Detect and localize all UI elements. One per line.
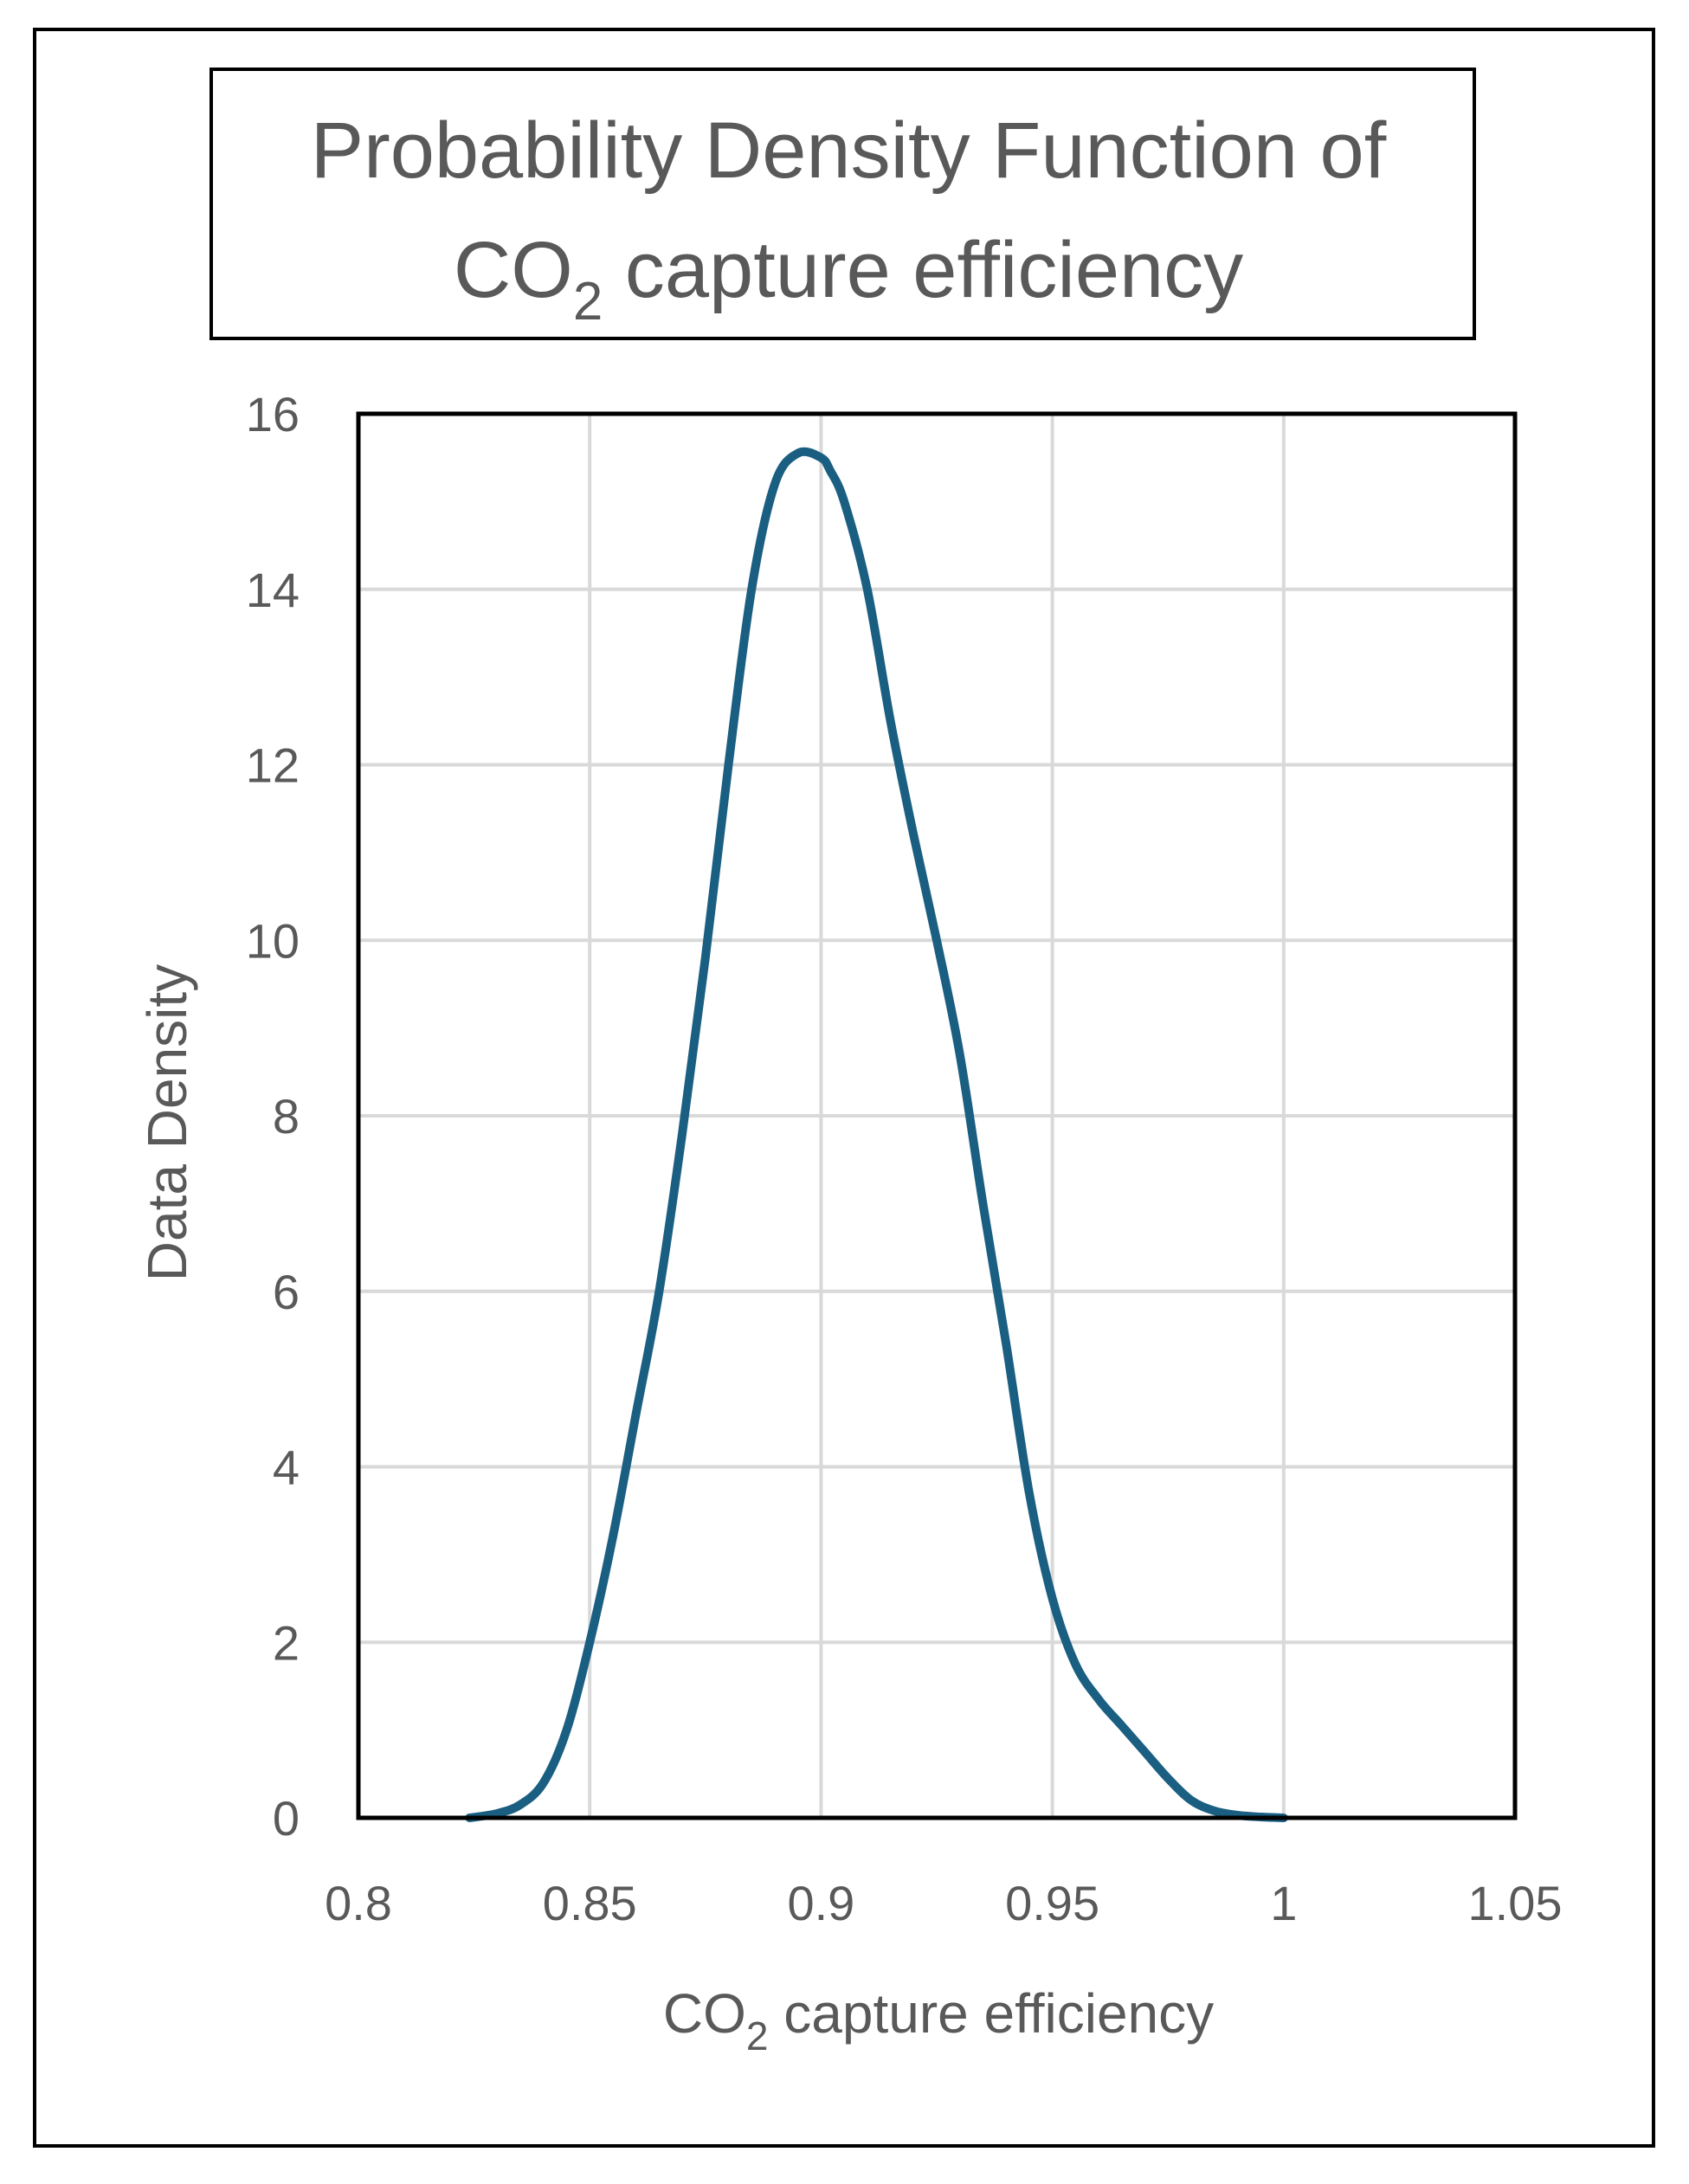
figure-frame <box>33 28 1655 2148</box>
title-line-1: Probability Density Function of <box>311 106 1387 195</box>
x-tick-label: 0.85 <box>543 1876 637 1930</box>
title-line-2: CO2 capture efficiency <box>454 226 1243 332</box>
x-tick-label: 1 <box>1270 1876 1297 1930</box>
series-layer <box>465 447 1288 1822</box>
pdf-series-line <box>465 447 1288 1822</box>
y-tick-label: 4 <box>273 1440 300 1495</box>
chart-title: Probability Density Function of CO2 capt… <box>210 68 1476 340</box>
title-box <box>210 68 1476 340</box>
y-tick-label: 8 <box>273 1089 300 1144</box>
y-tick-label: 6 <box>273 1265 300 1319</box>
y-tick-label: 10 <box>246 913 300 968</box>
x-axis-title-rest: capture efficiency <box>768 1982 1214 2045</box>
x-axis-title-co: CO <box>663 1982 746 2045</box>
x-tick-label: 0.95 <box>1005 1876 1099 1930</box>
y-tick-label: 12 <box>246 738 300 793</box>
y-axis-title: Data Density <box>136 964 198 1281</box>
y-tick-label: 0 <box>273 1791 300 1846</box>
title-rest: capture efficiency <box>603 226 1243 314</box>
gridlines <box>357 412 1517 1820</box>
y-tick-label: 2 <box>273 1615 300 1670</box>
x-tick-labels: 0.8 0.85 0.9 0.95 1 1.05 <box>325 1876 1562 1930</box>
x-tick-label: 0.9 <box>787 1876 854 1930</box>
y-tick-label: 16 <box>246 387 300 441</box>
x-axis-title-subscript: 2 <box>746 2013 769 2058</box>
title-subscript: 2 <box>573 272 603 332</box>
y-tick-label: 14 <box>246 563 300 617</box>
x-tick-label: 0.8 <box>325 1876 392 1930</box>
plot-area-border <box>356 411 1518 1820</box>
y-tick-labels: 0 2 4 6 8 10 12 14 16 <box>246 387 300 1846</box>
x-tick-label: 1.05 <box>1468 1876 1563 1930</box>
title-co: CO <box>454 226 573 314</box>
x-axis-title: CO2 capture efficiency <box>663 1982 1214 2058</box>
